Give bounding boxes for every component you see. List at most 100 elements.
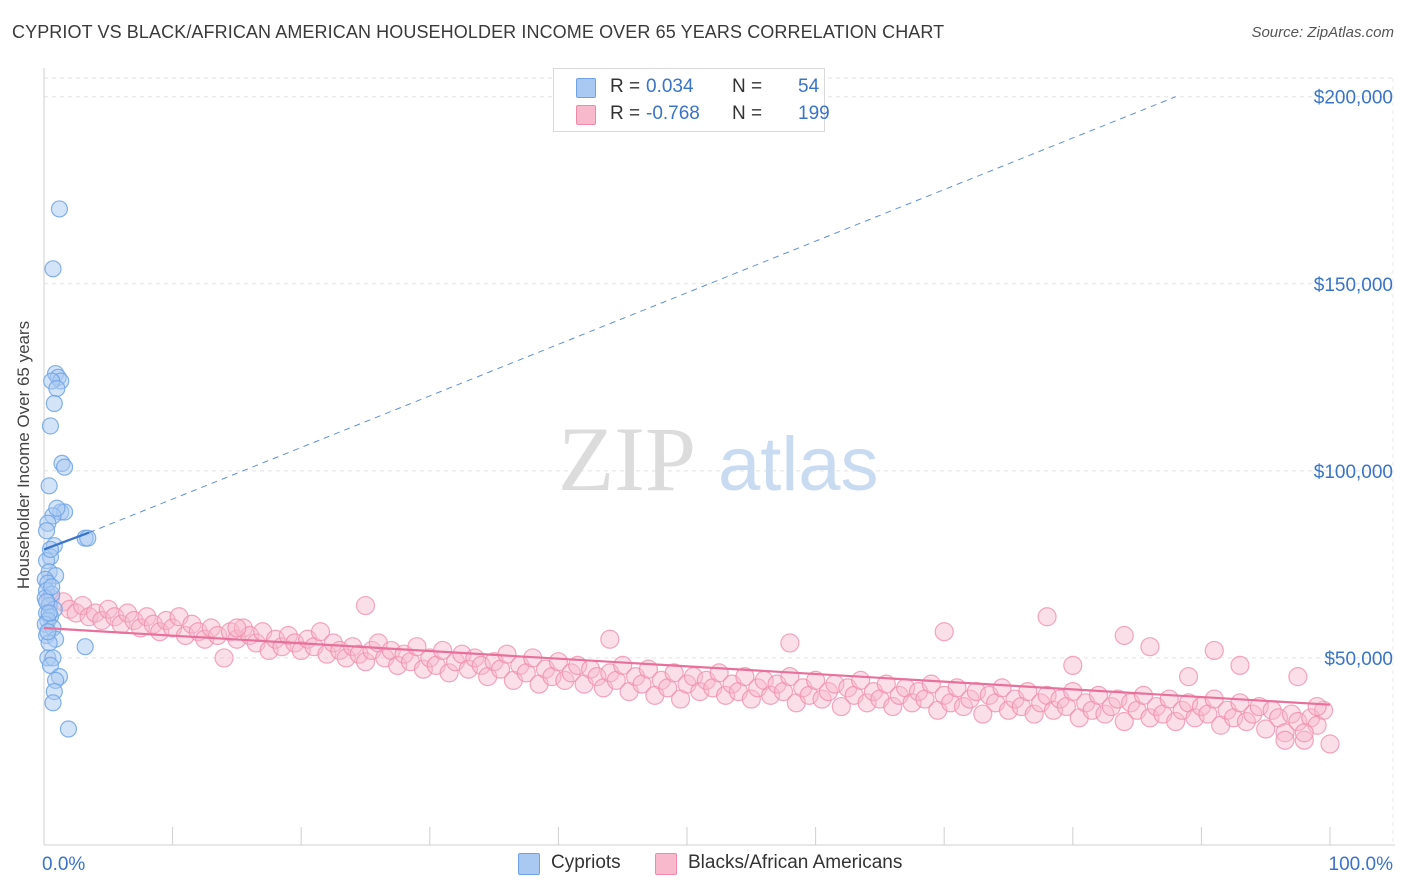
trend-lines [43,96,1331,706]
data-point-blacks [291,640,311,661]
y-tick-label: $200,000 [1314,88,1393,109]
data-point-blacks [1024,704,1044,724]
data-point-blacks [1307,696,1327,717]
data-point-blacks [117,603,138,623]
data-point-blacks [1114,711,1134,732]
source-label: Source: ZipAtlas.com [1251,24,1394,41]
data-point-blacks [960,689,980,709]
data-point-blacks [208,625,228,646]
data-point-blacks [735,667,755,687]
data-point-cypriots [44,694,62,712]
data-point-blacks [934,622,954,642]
series-blacks-points [40,588,1340,754]
legend-swatch-pink [576,105,596,125]
y-tick-label: $50,000 [1324,649,1393,670]
axes [43,68,1395,846]
data-point-blacks [458,659,478,679]
data-point-blacks [1236,711,1257,732]
data-point-blacks [1281,704,1302,724]
data-point-blacks [143,614,163,634]
data-point-blacks [66,603,86,623]
legend-swatch-blue [576,78,596,98]
data-point-blacks [1101,696,1121,717]
data-point-blacks [439,663,459,683]
data-point-blacks [227,618,247,638]
data-point-blacks [902,693,922,713]
data-point-cypriots [40,477,58,495]
data-point-blacks [600,629,620,649]
data-point-blacks [233,618,253,638]
data-point-blacks [1294,723,1314,743]
data-point-blacks [1037,607,1057,627]
data-point-blacks [278,625,298,646]
data-point-blacks [98,599,118,619]
data-point-blacks [876,674,896,694]
data-point-cypriots [37,522,56,540]
data-point-blacks [1275,723,1295,743]
zipatlas-watermark: ZIP atlas [558,408,879,510]
data-point-blacks [1288,667,1308,687]
data-point-blacks [92,610,112,631]
x-tick-label: 0.0% [42,854,85,875]
data-point-blacks [953,696,974,717]
data-point-blacks [883,696,903,717]
data-point-blacks [1063,681,1083,702]
data-point-cypriots [41,656,60,675]
data-point-blacks [992,678,1012,698]
tick-labels: $50,000 $100,000 $150,000 $200,000 0.0% 100.0… [42,88,1393,875]
data-point-blacks [137,607,157,627]
data-point-cypriots [39,623,57,641]
bottom-legend-swatch-blue [518,853,540,875]
data-point-cypriots [41,417,60,435]
data-point-blacks [1063,655,1083,676]
data-point-blacks [85,603,106,623]
data-point-blacks [124,610,144,631]
watermark-atlas: atlas [718,422,879,507]
data-point-blacks [355,595,376,616]
trend-line-blacks [43,626,1331,706]
legend-r-label: R = [610,103,641,124]
data-point-blacks [1243,704,1263,724]
data-point-blacks [413,659,433,679]
data-point-cypriots [40,604,58,622]
data-point-blacks [182,614,202,634]
data-point-blacks [998,700,1019,720]
data-point-blacks [780,633,800,653]
data-point-blacks [1249,696,1269,717]
data-point-blacks [664,663,684,683]
data-point-blacks [1043,700,1064,720]
data-point-blacks [214,648,234,668]
data-point-blacks [1320,734,1340,754]
legend-r-value: 0.034 [646,76,694,97]
data-point-blacks [1140,708,1160,728]
data-point-blacks [265,629,286,649]
bottom-legend-label: Blacks/African Americans [688,852,903,873]
data-point-blacks [831,696,851,717]
data-point-cypriots [55,458,74,476]
data-point-blacks [471,655,491,676]
data-point-blacks [548,652,569,672]
data-point-blacks [1294,730,1314,750]
data-point-cypriots [50,200,69,218]
data-point-blacks [760,685,781,705]
bottom-legend-swatch-pink [655,853,677,875]
data-point-blacks [613,655,633,676]
chart-title: CYPRIOT VS BLACK/AFRICAN AMERICAN HOUSEH… [12,22,945,42]
data-point-blacks [1166,711,1186,732]
data-point-blacks [812,689,832,709]
data-point-blacks [1114,625,1134,646]
legend-n-label: N = [732,103,763,124]
data-point-cypriots [44,260,62,278]
data-point-blacks [587,667,607,687]
data-point-blacks [690,681,710,702]
data-point-blacks [1275,730,1295,750]
data-point-blacks [555,670,575,690]
watermark-zip: ZIP [558,408,696,510]
data-point-blacks [1204,640,1224,661]
data-point-blacks [818,681,839,702]
data-point-blacks [857,693,877,713]
data-point-cypriots [43,578,61,596]
legend-n-value: 199 [798,103,830,124]
data-point-blacks [1288,711,1308,732]
